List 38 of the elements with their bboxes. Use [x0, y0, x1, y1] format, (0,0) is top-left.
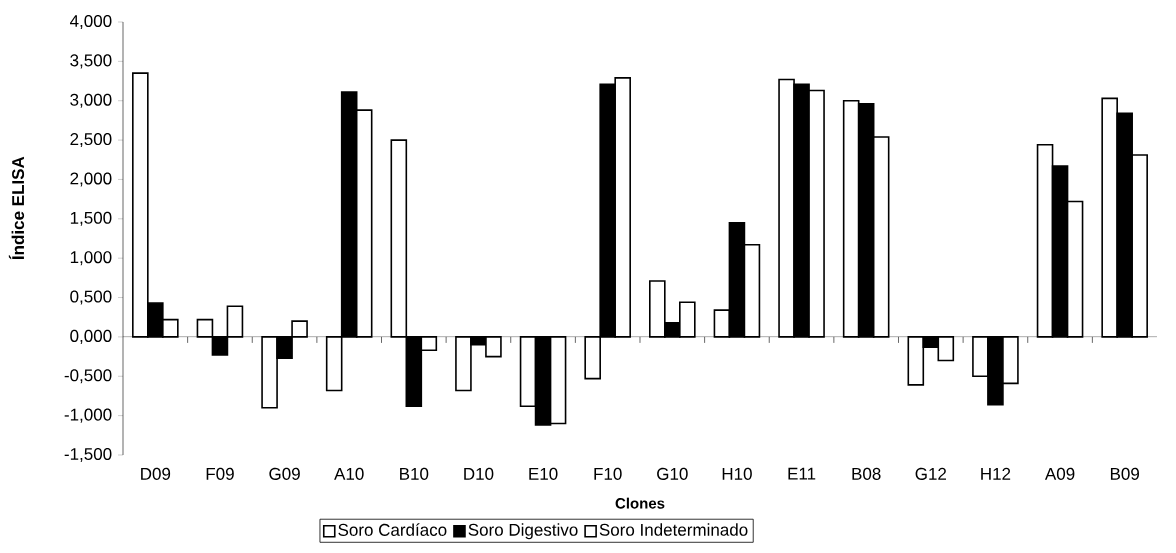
x-tick-label: H10: [722, 467, 752, 480]
y-tick-label: -0,500: [64, 369, 112, 384]
x-tick-label: B09: [1110, 467, 1139, 480]
y-tick-label: -1,500: [64, 447, 112, 463]
y-tick-label: 2,500: [70, 133, 112, 148]
y-tick-label: -1,000: [64, 408, 112, 423]
bar: [390, 139, 408, 338]
legend-label: Soro Digestivo: [468, 523, 578, 540]
y-tick-label: 3,000: [70, 93, 112, 108]
y-tick-label: 1,000: [70, 251, 112, 266]
x-tick-label: E10: [529, 467, 558, 480]
x-tick-label: D09: [141, 467, 171, 480]
legend-label: Soro Cardíaco: [338, 523, 447, 536]
bar: [584, 336, 601, 380]
legend-label: Soro Indeterminado: [599, 523, 748, 536]
y-axis-title: Índice ELISA: [8, 156, 25, 260]
bar: [325, 336, 343, 392]
x-tick-label: B10: [400, 467, 429, 480]
x-axis-title: Clones: [615, 497, 665, 509]
y-tick-label: 4,000: [69, 14, 112, 30]
y-tick-label: 0,000: [70, 329, 112, 344]
x-tick-label: F10: [594, 467, 622, 480]
x-tick-label: H12: [981, 467, 1011, 480]
y-tick-label: 0,500: [70, 290, 112, 305]
x-tick-label: A10: [334, 467, 364, 480]
x-tick-label: G10: [657, 467, 688, 480]
x-tick-label: B08: [852, 467, 881, 480]
x-tick-label: D10: [464, 467, 494, 480]
x-tick-label: G09: [269, 467, 300, 480]
y-tick-label: 2,000: [70, 172, 112, 187]
y-tick-label: 3,500: [70, 54, 112, 69]
y-tick-label: 1,500: [70, 211, 112, 226]
bar: [226, 305, 244, 338]
x-tick-label: A09: [1044, 467, 1075, 480]
x-tick-label: G12: [915, 467, 947, 480]
x-tick-label: E11: [788, 467, 816, 480]
bar: [291, 320, 308, 338]
x-tick-label: F09: [206, 467, 234, 480]
